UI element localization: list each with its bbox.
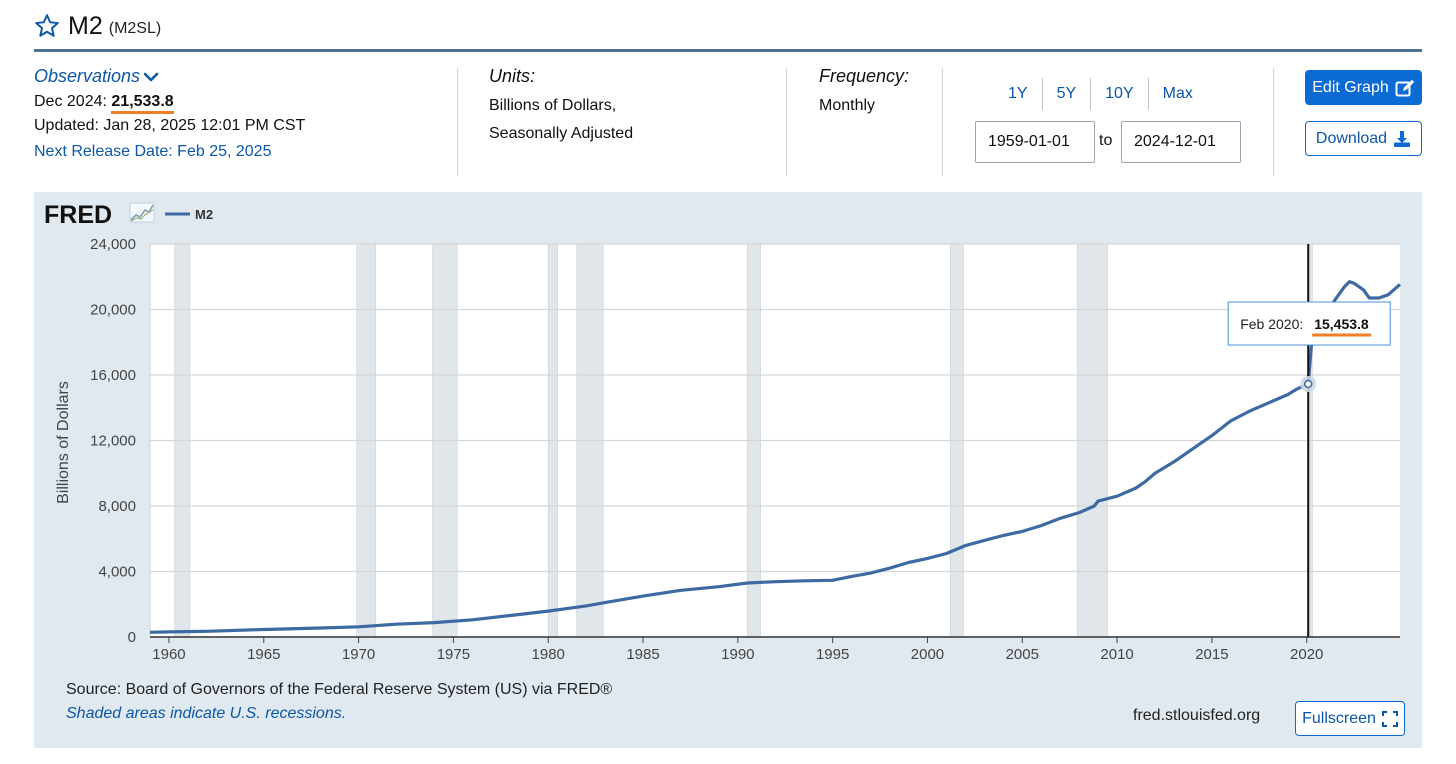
- chart-panel: FRED M2 0 4,000 8,000 12,000 16,000 20,000 24,…: [34, 192, 1422, 748]
- end-date-input[interactable]: [1121, 121, 1241, 163]
- fred-logo: FRED: [44, 201, 155, 229]
- units-panel: Units: Billions of Dollars, Seasonally A…: [489, 62, 769, 178]
- units-line1: Billions of Dollars,: [489, 97, 617, 114]
- chevron-down-icon: [143, 72, 159, 81]
- download-icon: [1394, 130, 1411, 147]
- star-icon[interactable]: [34, 13, 60, 39]
- tooltip-box: [1227, 301, 1391, 346]
- y-tick-label: 8,000: [98, 498, 136, 515]
- divider: [1273, 68, 1274, 176]
- title-divider: [34, 49, 1422, 52]
- x-tick-label: 1990: [721, 646, 754, 663]
- observations-dropdown[interactable]: Observations: [34, 66, 454, 87]
- y-tick-label: 12,000: [90, 433, 136, 450]
- x-tick-label: 1975: [437, 646, 470, 663]
- page-title: M2: [68, 11, 103, 40]
- x-tick-label: 2000: [911, 646, 944, 663]
- m2-line-chart[interactable]: FRED M2 0 4,000 8,000 12,000 16,000 20,000 24,…: [34, 192, 1422, 748]
- next-release-link[interactable]: Next Release Date: Feb 25, 2025: [34, 143, 272, 160]
- y-tick-label: 24,000: [90, 236, 136, 253]
- series-id: (M2SL): [108, 20, 162, 37]
- x-tick-label: 1980: [532, 646, 565, 663]
- range-selector: 1Y 5Y 10Y Max: [990, 78, 1207, 110]
- x-tick-label: 1965: [247, 646, 280, 663]
- recession-note-link[interactable]: Shaded areas indicate U.S. recessions.: [66, 705, 347, 722]
- divider: [457, 68, 458, 176]
- title-row: M2 (M2SL): [34, 8, 161, 44]
- edit-graph-button[interactable]: Edit Graph: [1305, 70, 1422, 105]
- fullscreen-label: Fullscreen: [1302, 709, 1376, 727]
- frequency-label: Frequency:: [819, 66, 910, 86]
- y-axis-label: Billions of Dollars: [55, 381, 72, 504]
- x-tick-label: 2005: [1006, 646, 1039, 663]
- y-tick-label: 4,000: [98, 564, 136, 581]
- units-label: Units:: [489, 66, 536, 86]
- y-tick-label: 16,000: [90, 367, 136, 384]
- edit-icon: [1395, 79, 1414, 96]
- x-tick-label: 1960: [152, 646, 185, 663]
- fred-logo-text: FRED: [44, 201, 112, 229]
- legend-label: M2: [195, 207, 213, 222]
- download-button[interactable]: Download: [1305, 121, 1422, 156]
- fred-logo-graph-icon: [129, 202, 155, 223]
- download-label: Download: [1315, 129, 1388, 147]
- x-tick-label: 1985: [626, 646, 659, 663]
- range-1y-button[interactable]: 1Y: [990, 78, 1043, 110]
- start-date-input[interactable]: [975, 121, 1095, 163]
- x-tick-label: 1970: [342, 646, 375, 663]
- date-range-to-label: to: [1099, 132, 1113, 149]
- x-tick-label: 2020: [1290, 646, 1323, 663]
- fred-url: fred.stlouisfed.org: [1133, 707, 1261, 724]
- fullscreen-button[interactable]: Fullscreen: [1295, 701, 1405, 736]
- fullscreen-icon: [1381, 710, 1398, 727]
- x-tick-label: 1995: [816, 646, 849, 663]
- range-max-button[interactable]: Max: [1162, 85, 1193, 102]
- divider: [786, 68, 787, 176]
- tooltip-label: Feb 2020:: [1240, 316, 1303, 332]
- y-tick-label: 0: [128, 629, 136, 646]
- units-line2: Seasonally Adjusted: [489, 125, 634, 142]
- latest-observation: Dec 2024: 21,533.8: [34, 93, 454, 114]
- latest-value: 21,533.8: [111, 93, 174, 114]
- divider: [942, 68, 943, 176]
- range-10y-button[interactable]: 10Y: [1091, 78, 1149, 110]
- latest-date: Dec 2024:: [34, 93, 107, 110]
- observations-label: Observations: [34, 66, 141, 86]
- source-text: Source: Board of Governors of the Federa…: [66, 681, 613, 698]
- updated-text: Updated: Jan 28, 2025 12:01 PM CST: [34, 117, 306, 134]
- edit-graph-label: Edit Graph: [1312, 78, 1389, 96]
- observations-panel: Observations Dec 2024: 21,533.8 Updated:…: [34, 62, 454, 178]
- hover-point: [1303, 379, 1313, 389]
- x-tick-label: 2015: [1195, 646, 1228, 663]
- y-tick-label: 20,000: [90, 302, 136, 319]
- frequency-value: Monthly: [819, 97, 876, 114]
- tooltip-value: 15,453.8: [1314, 316, 1369, 332]
- x-tick-label: 2010: [1100, 646, 1133, 663]
- range-5y-button[interactable]: 5Y: [1043, 78, 1092, 110]
- frequency-panel: Frequency: Monthly: [819, 62, 939, 178]
